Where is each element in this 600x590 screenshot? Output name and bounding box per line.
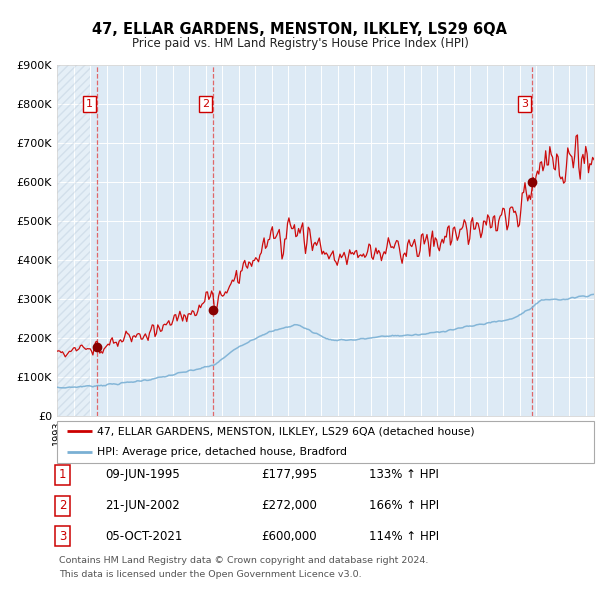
Text: 133% ↑ HPI: 133% ↑ HPI (369, 468, 439, 481)
Text: £600,000: £600,000 (261, 530, 317, 543)
Text: This data is licensed under the Open Government Licence v3.0.: This data is licensed under the Open Gov… (59, 571, 361, 579)
Text: 3: 3 (59, 530, 66, 543)
Text: 05-OCT-2021: 05-OCT-2021 (105, 530, 182, 543)
Text: 21-JUN-2002: 21-JUN-2002 (105, 499, 180, 512)
Text: £177,995: £177,995 (261, 468, 317, 481)
Text: 166% ↑ HPI: 166% ↑ HPI (369, 499, 439, 512)
Text: £272,000: £272,000 (261, 499, 317, 512)
Text: 1: 1 (59, 468, 67, 481)
Text: 1: 1 (86, 99, 93, 109)
Text: HPI: Average price, detached house, Bradford: HPI: Average price, detached house, Brad… (97, 447, 347, 457)
Bar (57, 65, 90, 416)
Text: 114% ↑ HPI: 114% ↑ HPI (369, 530, 439, 543)
Text: 47, ELLAR GARDENS, MENSTON, ILKLEY, LS29 6QA (detached house): 47, ELLAR GARDENS, MENSTON, ILKLEY, LS29… (97, 427, 475, 436)
Text: 2: 2 (59, 499, 67, 512)
Text: Price paid vs. HM Land Registry's House Price Index (HPI): Price paid vs. HM Land Registry's House … (131, 37, 469, 50)
FancyBboxPatch shape (57, 421, 594, 463)
Text: Contains HM Land Registry data © Crown copyright and database right 2024.: Contains HM Land Registry data © Crown c… (59, 556, 428, 565)
Text: 2: 2 (202, 99, 209, 109)
Text: 47, ELLAR GARDENS, MENSTON, ILKLEY, LS29 6QA: 47, ELLAR GARDENS, MENSTON, ILKLEY, LS29… (92, 22, 508, 37)
Text: 09-JUN-1995: 09-JUN-1995 (105, 468, 180, 481)
Text: 3: 3 (521, 99, 528, 109)
